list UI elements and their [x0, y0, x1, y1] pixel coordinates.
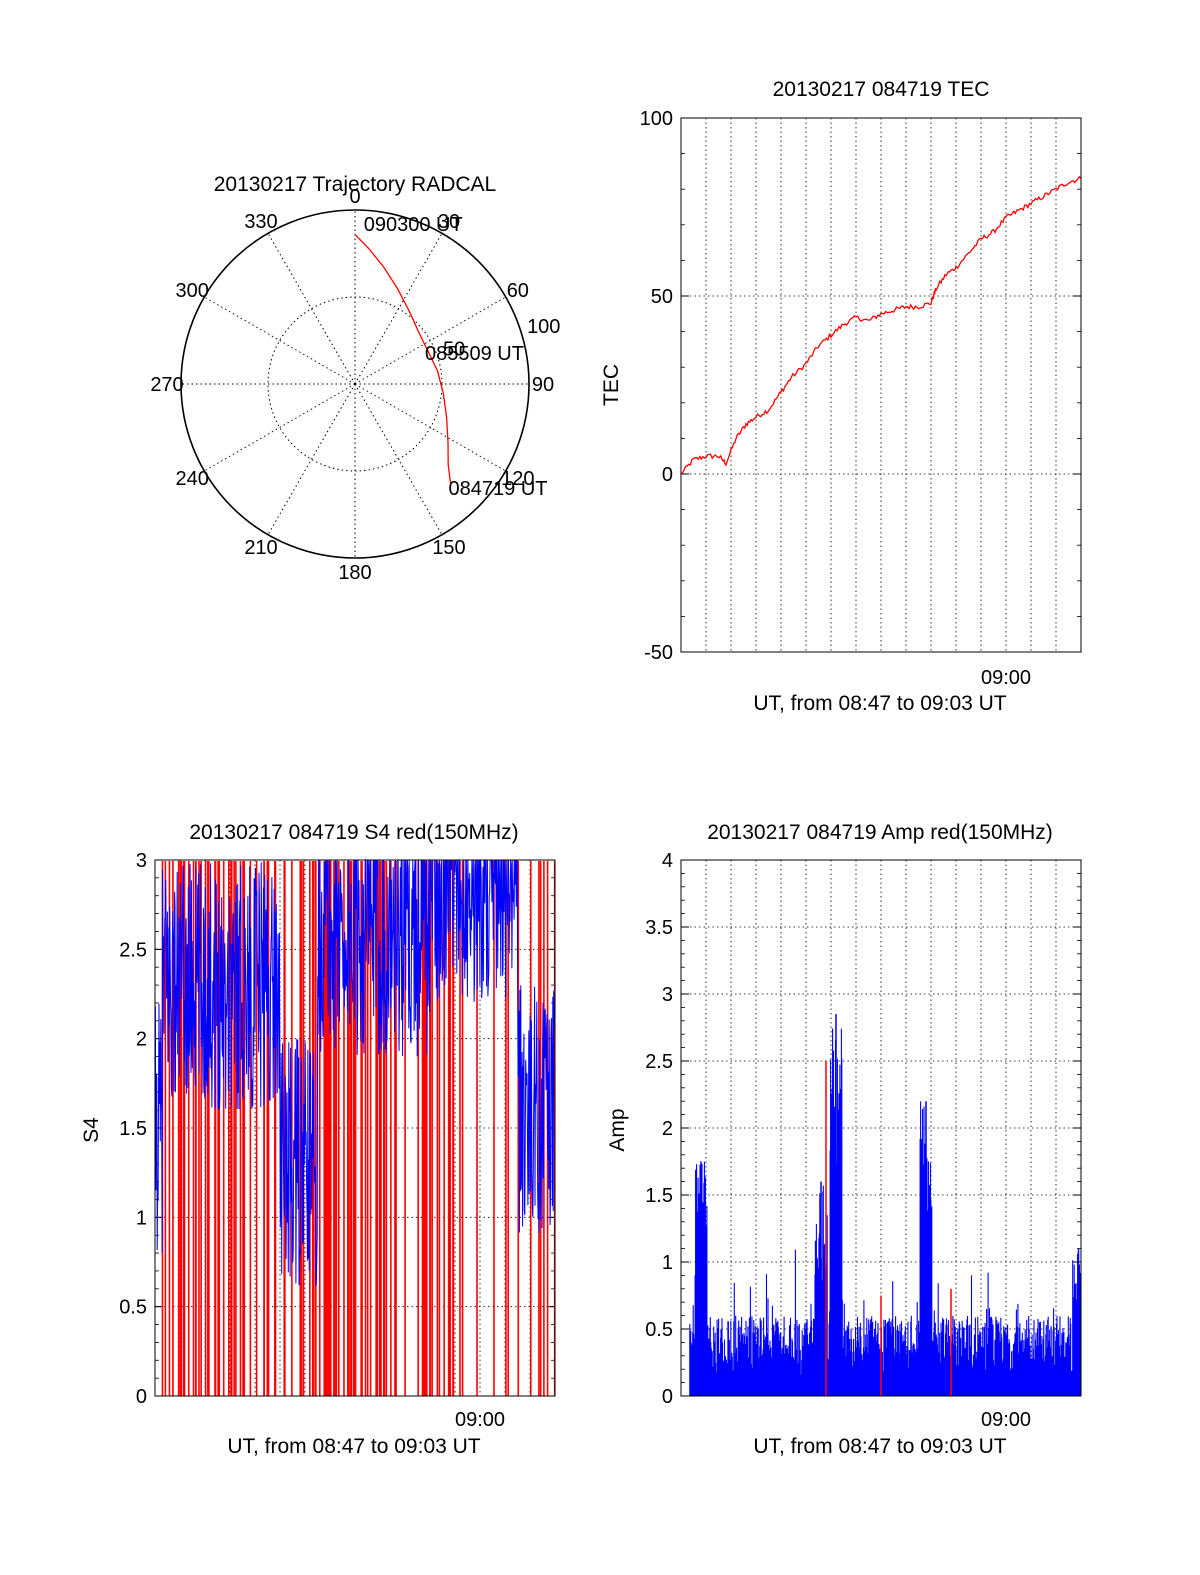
y-tick-label: 3 [136, 850, 147, 872]
y-tick-label: 0 [662, 1386, 673, 1408]
trajectory-annotations: 090300 UT 085509 UT 084719 UT [364, 214, 548, 500]
azimuth-label: 330 [244, 211, 277, 233]
ring-label: 100 [527, 316, 560, 338]
y-tick-label: 1.5 [645, 1185, 673, 1207]
polar-trajectory-plot: 20130217 Trajectory RADCAL 0 30 60 90 120 150… [150, 173, 560, 584]
tec-xlabel: UT, from 08:47 to 09:03 UT [753, 692, 1006, 715]
trajectory-annotation: 090300 UT [364, 214, 463, 236]
azimuth-label: 300 [175, 280, 208, 302]
s4-y-tick-labels: 0 0.5 1 1.5 2 2.5 3 [119, 850, 147, 1408]
azimuth-label: 0 [349, 186, 360, 208]
azimuth-label: 240 [175, 468, 208, 490]
y-tick-label: 50 [651, 286, 673, 308]
y-tick-label: 1.5 [119, 1118, 147, 1140]
amp-red-series [825, 1061, 952, 1396]
y-tick-label: 0 [662, 464, 673, 486]
amp-y-tick-labels: 0 0.5 1 1.5 2 2.5 3 3.5 4 [645, 850, 673, 1408]
polar-spoke [354, 383, 506, 472]
polar-title: 20130217 Trajectory RADCAL [214, 173, 497, 196]
trajectory-annotation: 084719 UT [449, 478, 548, 500]
y-tick-label: 2.5 [645, 1051, 673, 1073]
amp-xlabel: UT, from 08:47 to 09:03 UT [753, 1435, 1006, 1458]
s4-title: 20130217 084719 S4 red(150MHz) [189, 821, 518, 844]
polar-spoke [204, 383, 356, 472]
azimuth-label: 210 [244, 537, 277, 559]
amp-ylabel: Amp [606, 1108, 629, 1151]
y-tick-label: 1 [136, 1207, 147, 1229]
azimuth-label: 30 [438, 211, 460, 233]
azimuth-label: 150 [432, 537, 465, 559]
amp-x-tick-label: 09:00 [981, 1409, 1031, 1431]
y-tick-label: 100 [640, 108, 673, 130]
tec-y-tick-labels: -50 0 50 100 [640, 108, 673, 664]
polar-grid [180, 209, 530, 559]
y-tick-label: 3 [662, 984, 673, 1006]
amp-blue-series [689, 1014, 1082, 1396]
y-tick-label: 0.5 [645, 1319, 673, 1341]
s4-ylabel: S4 [80, 1117, 103, 1143]
polar-spoke [204, 296, 356, 385]
y-tick-label: 3.5 [645, 917, 673, 939]
s4-xlabel: UT, from 08:47 to 09:03 UT [227, 1435, 480, 1458]
polar-spoke [267, 233, 356, 385]
y-tick-label: 0 [136, 1386, 147, 1408]
azimuth-label: 60 [507, 280, 529, 302]
y-tick-label: 2 [136, 1029, 147, 1051]
amp-frame [680, 859, 1082, 1397]
polar-spoke [354, 296, 506, 385]
polar-spoke [354, 383, 443, 535]
tec-title: 20130217 084719 TEC [773, 78, 990, 101]
polar-ring-labels: 50 100 [443, 316, 560, 361]
tec-frame [680, 117, 1082, 653]
y-tick-label: -50 [644, 642, 673, 664]
tec-ylabel: TEC [600, 364, 623, 406]
y-tick-label: 1 [662, 1252, 673, 1274]
y-tick-label: 4 [662, 850, 673, 872]
tec-grid [681, 117, 1081, 653]
y-tick-label: 2 [662, 1118, 673, 1140]
polar-spoke [267, 383, 356, 535]
s4-plot: 20130217 084719 S4 red(150MHz) 0 0.5 1 1.5 2… [80, 821, 556, 1458]
azimuth-label: 120 [501, 468, 534, 490]
azimuth-label: 270 [150, 374, 183, 396]
ring-label: 50 [443, 338, 465, 360]
y-tick-label: 2.5 [119, 939, 147, 961]
amp-title: 20130217 084719 Amp red(150MHz) [707, 821, 1053, 844]
tec-x-tick-label: 09:00 [981, 667, 1031, 689]
amp-plot: 20130217 084719 Amp red(150MHz) 0 0.5 1 1.5… [606, 821, 1082, 1458]
tec-series-line [681, 175, 1082, 474]
trajectory-annotation: 085509 UT [425, 343, 524, 365]
polar-spoke [354, 233, 443, 385]
azimuth-label: 90 [532, 374, 554, 396]
amp-blue-bars [689, 1028, 1082, 1396]
polar-azimuth-labels: 0 30 60 90 120 150 180 210 240 270 300 330 [150, 186, 554, 584]
polar-outer-circle [180, 209, 530, 559]
trajectory-line [354, 233, 452, 483]
azimuth-label: 180 [338, 562, 371, 584]
s4-blue-series [154, 858, 556, 1287]
s4-frame [154, 859, 556, 1397]
y-tick-label: 0.5 [119, 1297, 147, 1319]
s4-x-tick-label: 09:00 [455, 1409, 505, 1431]
